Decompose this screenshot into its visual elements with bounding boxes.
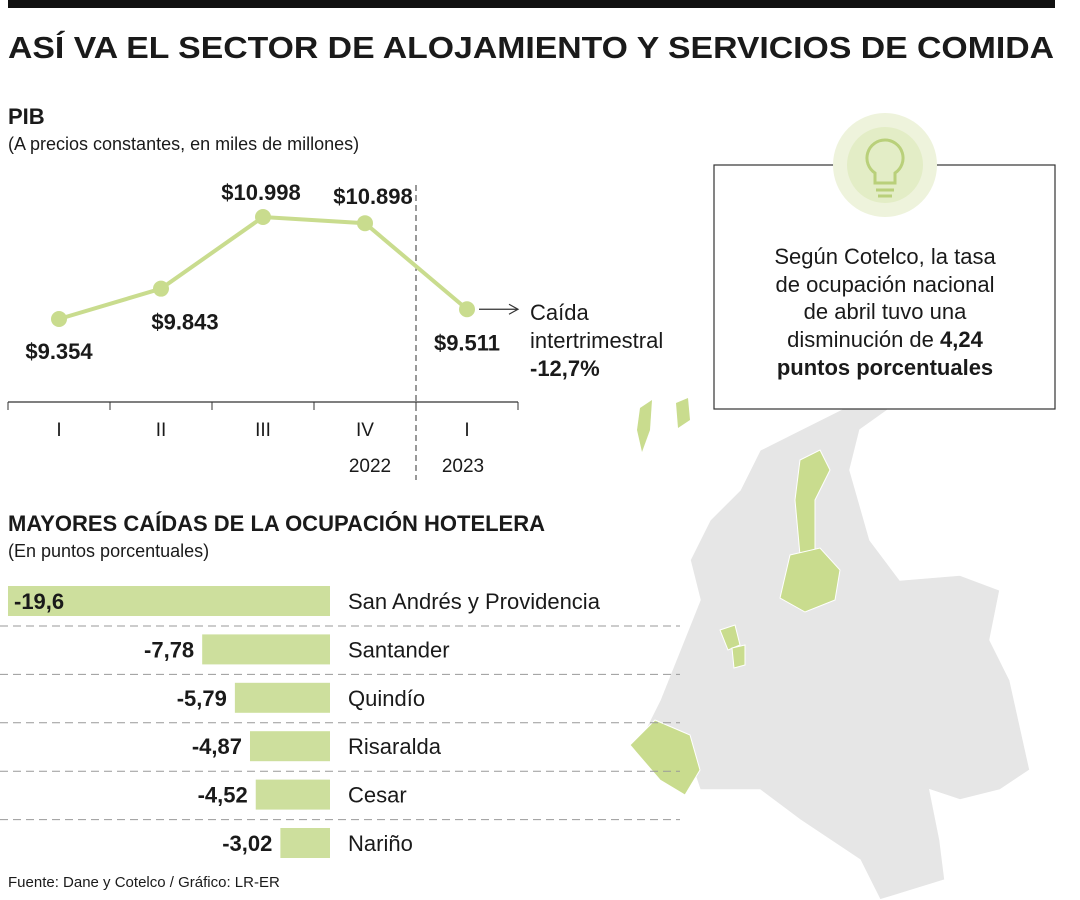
annotation: Caída [530,300,589,325]
value-label: -7,78 [144,637,194,662]
annotation: -12,7% [530,356,600,381]
value-label: $9.354 [25,339,93,364]
lightbulb-icon [833,113,937,217]
annotation: intertrimestral [530,328,663,353]
top-rule [8,0,1055,8]
callout-line: Según Cotelco, la tasa [774,244,996,269]
value-label: -5,79 [177,686,227,711]
bar [255,779,330,810]
value-label: -4,87 [192,734,242,759]
category-label: Cesar [348,783,407,808]
x-tick-label: I [56,420,61,441]
callout-text: de abril tuvo una [804,299,967,324]
value-label: -4,52 [198,783,248,808]
x-tick-label: IV [356,420,374,441]
point [51,311,67,327]
bar [280,828,330,858]
value-label: $10.998 [221,180,301,205]
x-tick-label: I [464,420,469,441]
callout-line: disminución de 4,24 [787,327,983,352]
source: Fuente: Dane y Cotelco / Gráfico: LR-ER [8,874,280,891]
value-label: $9.843 [151,310,218,335]
category-label: Quindío [348,686,425,711]
callout-line: de ocupación nacional [776,272,995,297]
line [58,214,469,321]
chart-subtitle: (En puntos porcentuales) [8,541,209,561]
point [153,280,169,297]
callout-text: Según Cotelco, la tasa [774,244,996,269]
annotation-arrowhead [508,303,520,315]
x-tick-label: III [255,420,271,441]
bar [234,682,330,713]
main-title: ASÍ VA EL SECTOR DE ALOJAMIENTO Y SERVIC… [8,30,1054,65]
point [255,209,271,225]
group-label: 2023 [442,456,484,477]
callout-text: disminución de [787,327,934,352]
callout-highlight: puntos porcentuales [777,355,993,380]
callout-line: de abril tuvo una [804,299,967,324]
map [629,391,1031,900]
bar [8,586,330,616]
value-label: $9.511 [434,330,500,355]
chart-subtitle: (A precios constantes, en miles de millo… [8,134,359,154]
point [459,301,475,318]
value-label: -3,02 [222,831,272,856]
bar [202,634,330,665]
category-label: Santander [348,637,450,662]
callout-text: de ocupación nacional [776,272,995,297]
point [357,215,373,232]
value-label: $10.898 [333,184,413,209]
group-label: 2022 [349,456,391,477]
callout-highlight: 4,24 [940,327,984,352]
x-tick-label: II [156,420,167,441]
value-label: -19,6 [14,589,64,614]
bar [249,731,330,762]
chart-title: PIB [8,104,45,129]
category-label: Nariño [348,831,413,856]
category-label: San Andrés y Providencia [348,589,601,614]
chart-title: MAYORES CAÍDAS DE LA OCUPACIÓN HOTELERA [8,511,545,536]
category-label: Risaralda [348,734,442,759]
